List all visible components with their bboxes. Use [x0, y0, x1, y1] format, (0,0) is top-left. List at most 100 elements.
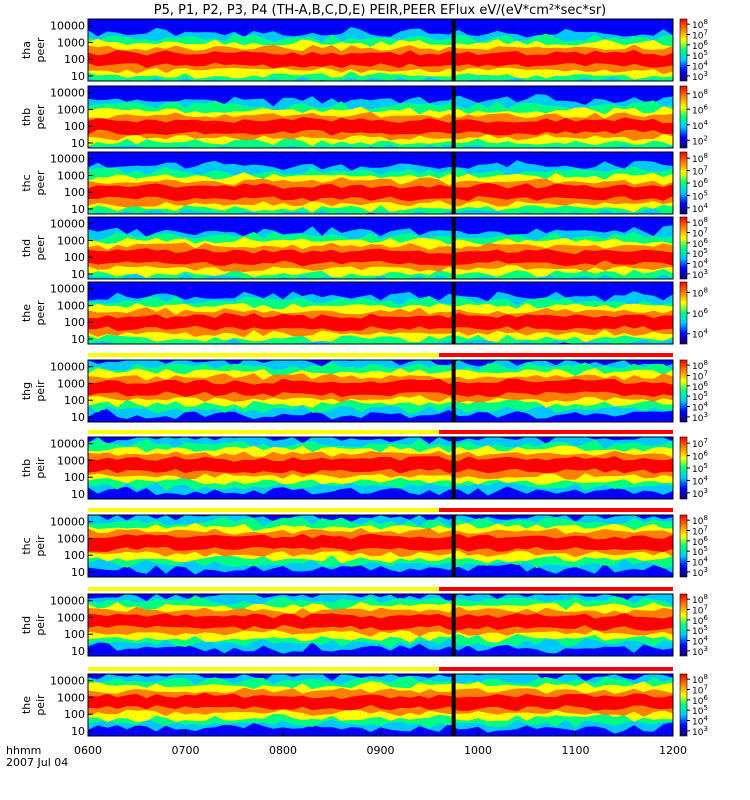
y-tick-label: 10000 [50, 361, 85, 374]
y-tick-label: 100 [64, 316, 85, 329]
panel-probe-label: thc [20, 537, 33, 554]
panel-probe-label: thg [20, 382, 33, 400]
spectrogram-band-5 [88, 49, 673, 69]
mode-bar-slow [439, 430, 673, 434]
panel-species-label: peir [34, 614, 47, 636]
colorbar [679, 151, 688, 215]
y-tick-label: 10 [71, 725, 85, 738]
panel-species-label: peir [34, 380, 47, 402]
colorbar-tick-label: 105 [692, 189, 708, 202]
y-tick-label: 100 [64, 53, 85, 66]
y-tick-label: 10000 [50, 218, 85, 231]
y-tick-label: 10000 [50, 516, 85, 529]
y-tick-label: 100 [64, 394, 85, 407]
colorbar-tick-label: 104 [692, 202, 708, 215]
panel-probe-label: the [20, 304, 33, 322]
y-tick-label: 1000 [57, 103, 85, 116]
y-tick-label: 10000 [50, 675, 85, 688]
data-gap [451, 217, 456, 279]
panel-probe-label: thb [20, 459, 33, 477]
spectrogram-band-5 [88, 312, 673, 332]
colorbar [679, 436, 688, 500]
data-gap [451, 594, 456, 656]
y-tick-label: 1000 [57, 454, 85, 467]
y-tick-label: 1000 [57, 299, 85, 312]
mode-bar-slow [439, 508, 673, 512]
colorbar-tick-label: 108 [692, 88, 708, 101]
panel-species-label: peer [34, 170, 47, 196]
colorbar-tick-label: 102 [692, 134, 708, 147]
data-gap [451, 360, 456, 422]
spectrogram-band-5 [88, 117, 673, 136]
x-tick-label: 1000 [464, 744, 492, 757]
y-tick-label: 10 [71, 203, 85, 216]
x-tick-label: 1200 [659, 744, 687, 757]
mode-bar-fast [88, 430, 439, 434]
panel-frame [87, 85, 674, 149]
x-tick-label: 0900 [367, 744, 395, 757]
spectrogram-band-5 [88, 692, 673, 712]
y-tick-label: 10 [71, 333, 85, 346]
panel-probe-label: tha [20, 41, 33, 59]
panel-frame [87, 216, 674, 280]
panel-thb-peer: 10 100 1000 10000 thb peer 102 104 106 108 [20, 85, 708, 150]
data-gap [451, 19, 456, 81]
mode-bar-slow [439, 353, 673, 357]
colorbar-tick-label: 108 [692, 286, 708, 299]
colorbar [679, 281, 688, 345]
data-gap [451, 152, 456, 214]
x-axis-label-line1: hhmm [6, 744, 41, 757]
colorbar-tick-label: 106 [692, 103, 708, 116]
spectrogram-band-5 [88, 182, 673, 202]
panel-the-peer: 10 100 1000 10000 the peer 104 106 108 [20, 281, 708, 346]
y-tick-label: 10 [71, 70, 85, 83]
colorbar-tick-label: 107 [692, 165, 708, 178]
panel-frame [87, 359, 674, 423]
y-tick-label: 1000 [57, 169, 85, 182]
y-tick-label: 1000 [57, 691, 85, 704]
mode-bar-fast [88, 667, 439, 671]
colorbar-tick-label: 105 [692, 462, 708, 475]
colorbar-tick-label: 104 [692, 328, 708, 341]
y-tick-label: 100 [64, 186, 85, 199]
spectrogram-band-5 [88, 456, 673, 474]
x-tick-label: 1100 [562, 744, 590, 757]
y-tick-label: 100 [64, 549, 85, 562]
panel-probe-label: thd [20, 616, 33, 634]
y-tick-label: 1000 [57, 377, 85, 390]
y-tick-label: 1000 [57, 532, 85, 545]
y-tick-label: 100 [64, 708, 85, 721]
colorbar-tick-label: 104 [692, 474, 708, 487]
colorbar [679, 216, 688, 280]
data-gap [451, 674, 456, 736]
data-gap [451, 86, 456, 148]
spectrogram-band-5 [88, 248, 673, 267]
panel-species-label: peir [34, 694, 47, 716]
x-tick-label: 0800 [269, 744, 297, 757]
y-tick-label: 10000 [50, 595, 85, 608]
mode-bar-fast [88, 587, 439, 591]
y-tick-label: 100 [64, 251, 85, 264]
panel-species-label: peer [34, 300, 47, 326]
mode-bar-fast [88, 508, 439, 512]
data-gap [451, 515, 456, 577]
y-tick-label: 1000 [57, 36, 85, 49]
y-tick-label: 100 [64, 120, 85, 133]
chart-title: P5, P1, P2, P3, P4 (TH-A,B,C,D,E) PEIR,P… [154, 3, 607, 18]
panel-probe-label: thd [20, 239, 33, 257]
colorbar [679, 359, 688, 423]
spectrogram-band-5 [88, 612, 673, 631]
spectrogram-band-5 [88, 378, 673, 398]
panel-frame [87, 593, 674, 657]
x-tick-label: 0700 [172, 744, 200, 757]
panel-probe-label: the [20, 696, 33, 714]
y-tick-label: 10000 [50, 283, 85, 296]
colorbar-tick-label: 104 [692, 119, 708, 132]
y-tick-label: 10000 [50, 20, 85, 33]
panel-species-label: peer [34, 104, 47, 130]
